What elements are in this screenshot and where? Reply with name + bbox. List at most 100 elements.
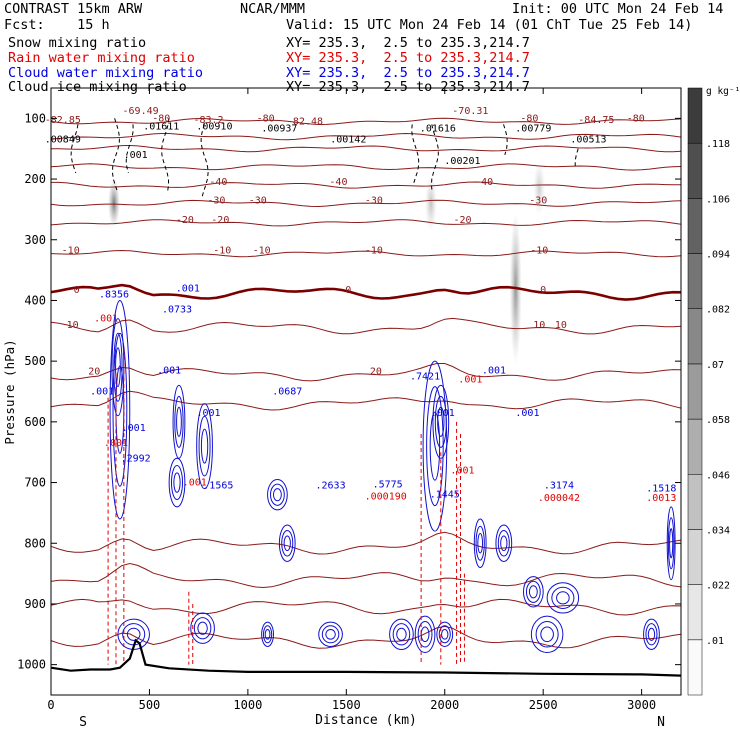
- extrema-label-10: .8356: [99, 289, 129, 300]
- extrema-label-1: .00910: [196, 121, 232, 132]
- cloud-water-contour-17-1: [193, 617, 212, 640]
- extrema-label-28: .1518: [646, 484, 676, 495]
- isotherm-11: [50, 390, 682, 411]
- isotherm-label-22: 20: [370, 367, 382, 378]
- extrema-label-7: .00513: [570, 135, 606, 146]
- extrema-label-36: .001: [104, 438, 128, 449]
- y-tick-label-7: 800: [24, 536, 46, 550]
- cloud-water-contour-19-2: [540, 626, 554, 643]
- isotherm-5: [50, 199, 682, 208]
- y-tick-label-8: 900: [24, 597, 46, 611]
- colorbar-box-10: [687, 87, 703, 144]
- isotherm-label-9: -20: [453, 215, 471, 226]
- terrain-profile: [50, 638, 682, 677]
- isotherm-label-6: -30: [529, 195, 547, 206]
- extrema-label-20: .001: [482, 365, 506, 376]
- cloud-water-contour-12-2: [420, 626, 430, 643]
- cloud-water-contour-2-1: [170, 465, 184, 501]
- snow-contour-7: [574, 148, 579, 167]
- cloud-water-contour-14-2: [396, 627, 407, 641]
- y-tick-label-4: 500: [24, 354, 46, 368]
- isotherm-label-13: -10: [365, 246, 383, 257]
- extrema-label-2: .00937: [261, 124, 297, 135]
- cloud-water-contour-21-0: [495, 524, 513, 562]
- snow-contour-0: [111, 118, 120, 192]
- cloud-water-contour-19-0: [530, 615, 564, 654]
- colorbar-box-6: [687, 308, 703, 365]
- colorbar-label-1: .022: [706, 581, 730, 592]
- extrema-label-22: .2992: [121, 453, 151, 464]
- cloud-water-contour-2-0: [168, 457, 186, 508]
- cloud-water-contour-9-2: [477, 533, 484, 554]
- snow-contour-6: [503, 124, 508, 155]
- terrain-line: [50, 638, 682, 677]
- colorbar-label-3: .046: [706, 470, 730, 481]
- cloud-water-contour-8-1: [434, 395, 447, 448]
- isotherm-label-16: 0: [345, 285, 351, 296]
- isotherm-2: [50, 144, 682, 153]
- colorbar-box-0: [687, 639, 703, 696]
- x-tick-label-3: 1500: [332, 698, 361, 712]
- cloud-water-contour-1-1: [113, 332, 123, 402]
- isotherm-label-27: -69.49: [123, 106, 159, 117]
- extrema-label-16: .001: [90, 387, 114, 398]
- cloud-water-contour-15-0: [318, 621, 343, 647]
- colorbar-unit: g kg⁻¹: [706, 86, 740, 97]
- colorbar-box-3: [687, 474, 703, 530]
- y-tick-label-9: 1000: [17, 658, 46, 672]
- isotherm-label-23: -80: [152, 113, 170, 124]
- extrema-label-25: .5775: [373, 479, 403, 490]
- isotherm-label-18: 10: [67, 320, 79, 331]
- colorbar-box-1: [687, 584, 703, 641]
- isotherm-label-26: -80: [627, 113, 645, 124]
- isotherm-7: [50, 249, 682, 258]
- field-xy-cloud-water: XY= 235.3, 2.5 to 235.3,214.7: [286, 65, 530, 81]
- cloud-water-contour-0-1: [112, 332, 128, 487]
- x-axis-label: Distance (km): [315, 713, 417, 728]
- cloud-water-contour-18-1: [645, 623, 658, 646]
- cloud-water-contour-12-1: [417, 621, 433, 648]
- extrema-label-27: .3174: [544, 481, 574, 492]
- isotherm-label-31: -84.75: [578, 115, 614, 126]
- extrema-label-26: .1445: [430, 490, 460, 501]
- isotherm-label-0: -40: [209, 177, 227, 188]
- cloud-water-contour-5-1: [270, 483, 285, 506]
- extrema-label-11: .001: [176, 283, 200, 294]
- isotherm-low-2: [50, 598, 682, 616]
- extrema-label-8: .00201: [444, 156, 480, 167]
- extrema-label-29: .000190: [365, 492, 407, 503]
- cloud-water-contour-11-0: [546, 582, 580, 614]
- extrema-label-3: .00849: [45, 135, 81, 146]
- snow-contours: [70, 118, 579, 198]
- ice-shade-3: [533, 160, 546, 216]
- colorbar-box-2: [687, 529, 703, 585]
- cloud-water-contour-15-1: [321, 625, 340, 644]
- cloud-water-contour-8-0: [432, 384, 450, 459]
- ice-shade-1: [424, 176, 437, 231]
- isotherm-0: [50, 117, 682, 126]
- extrema-label-13: .001: [157, 365, 181, 376]
- colorbar-box-5: [687, 363, 703, 420]
- cloud-water-contour-13-1: [438, 625, 451, 644]
- cloud-water-contour-18-2: [647, 627, 656, 641]
- colorbar-box-7: [687, 253, 703, 309]
- cloud-water-contour-22-2: [126, 627, 141, 641]
- org-label: NCAR/MMM: [240, 1, 306, 17]
- isotherm-label-30: -82.48: [287, 116, 323, 127]
- y-tick-label-0: 100: [24, 111, 46, 125]
- isotherm-label-3: -30: [207, 195, 225, 206]
- extrema-label-14: .0687: [272, 387, 302, 398]
- cloud-water-contour-10-1: [525, 580, 541, 603]
- colorbar-label-2: .034: [706, 525, 730, 536]
- cloud-water-contour-10-2: [528, 585, 538, 599]
- cloud-water-contour-17-0: [190, 612, 215, 644]
- extrema-label-5: .01616: [420, 124, 456, 135]
- cloud-water-contour-16-1: [262, 625, 273, 644]
- isotherm-low-3: [50, 625, 682, 649]
- extrema-label-32: .001: [183, 478, 207, 489]
- extrema-label-18: .7421: [410, 371, 440, 382]
- x-tick-label-4: 2000: [430, 698, 459, 712]
- isotherm-6: [50, 219, 682, 227]
- colorbar-box-8: [687, 198, 703, 254]
- isotherm-4: [51, 181, 682, 189]
